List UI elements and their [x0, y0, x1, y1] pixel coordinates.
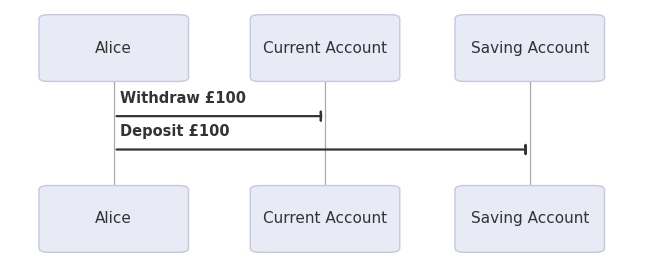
Text: Current Account: Current Account [263, 41, 387, 56]
FancyBboxPatch shape [455, 186, 604, 252]
FancyBboxPatch shape [455, 15, 604, 81]
FancyBboxPatch shape [250, 186, 400, 252]
Text: Deposit £100: Deposit £100 [120, 124, 230, 139]
FancyBboxPatch shape [39, 15, 188, 81]
Text: Current Account: Current Account [263, 211, 387, 226]
Text: Withdraw £100: Withdraw £100 [120, 91, 246, 106]
Text: Alice: Alice [96, 211, 132, 226]
Text: Saving Account: Saving Account [471, 41, 589, 56]
FancyBboxPatch shape [39, 186, 188, 252]
Text: Saving Account: Saving Account [471, 211, 589, 226]
Text: Alice: Alice [96, 41, 132, 56]
FancyBboxPatch shape [250, 15, 400, 81]
